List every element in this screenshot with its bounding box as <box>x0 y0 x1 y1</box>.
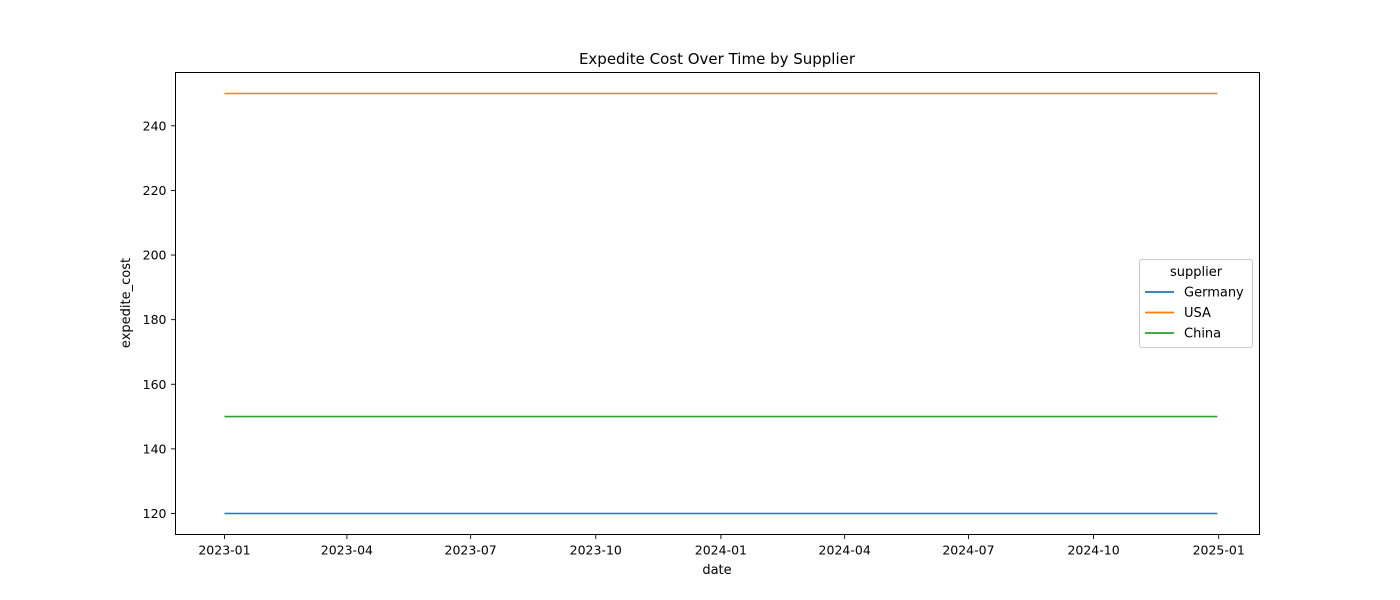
x-tick-label: 2023-04 <box>321 543 373 558</box>
y-tick-label: 240 <box>143 118 167 133</box>
legend-label-china: China <box>1184 327 1221 342</box>
x-tick-label: 2023-10 <box>570 543 622 558</box>
x-tick-label: 2025-01 <box>1193 543 1245 558</box>
x-axis-label: date <box>702 563 731 578</box>
legend-frame <box>1139 259 1253 348</box>
x-tick-label: 2024-04 <box>819 543 871 558</box>
y-tick-label: 220 <box>143 183 167 198</box>
x-tick-label: 2024-10 <box>1067 543 1119 558</box>
y-tick-label: 140 <box>143 441 167 456</box>
x-tick-label: 2023-07 <box>445 543 497 558</box>
x-tick-label: 2023-01 <box>198 543 250 558</box>
y-tick-label: 180 <box>143 312 167 327</box>
x-tick-label: 2024-01 <box>695 543 747 558</box>
y-tick-label: 160 <box>143 377 167 392</box>
y-tick-label: 200 <box>143 248 167 263</box>
legend: supplier Germany USA China <box>1139 259 1253 348</box>
chart-title: Expedite Cost Over Time by Supplier <box>579 50 856 68</box>
legend-title: supplier <box>1170 265 1223 280</box>
x-tick-label: 2024-07 <box>942 543 994 558</box>
plot-frame <box>175 72 1260 535</box>
legend-label-usa: USA <box>1184 306 1211 321</box>
y-axis-label: expedite_cost <box>119 258 134 348</box>
legend-label-germany: Germany <box>1184 286 1244 301</box>
y-tick-label: 120 <box>143 506 167 521</box>
